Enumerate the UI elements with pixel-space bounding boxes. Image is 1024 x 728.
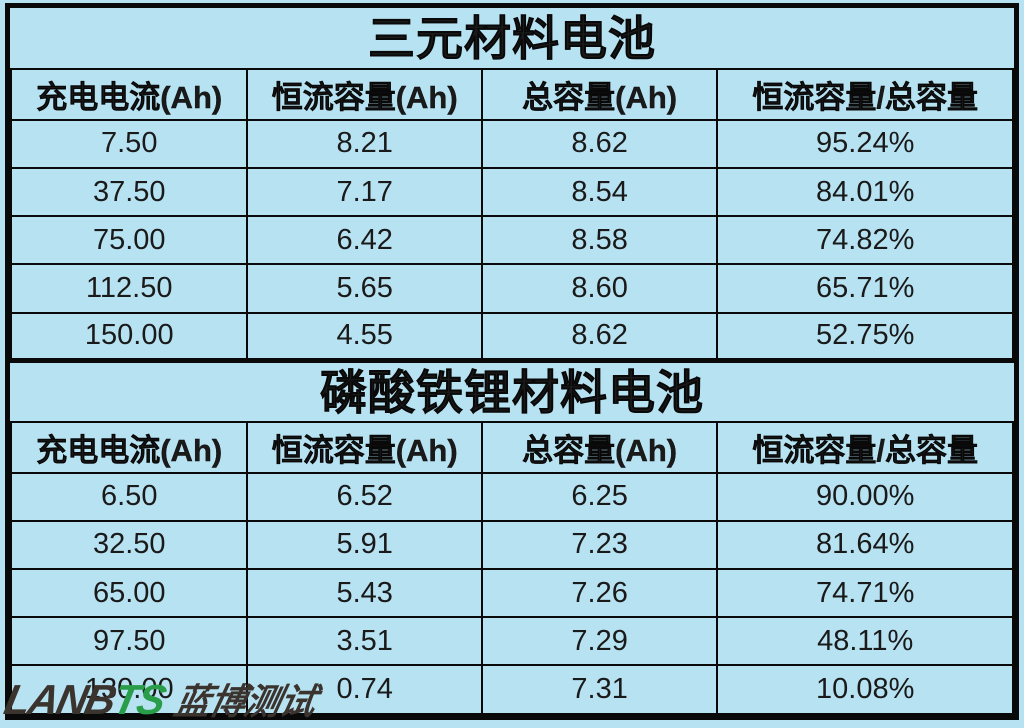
svg-text:蓝博测试: 蓝博测试 — [171, 681, 326, 722]
svg-text:LANBTS: LANBTS — [0, 676, 170, 722]
